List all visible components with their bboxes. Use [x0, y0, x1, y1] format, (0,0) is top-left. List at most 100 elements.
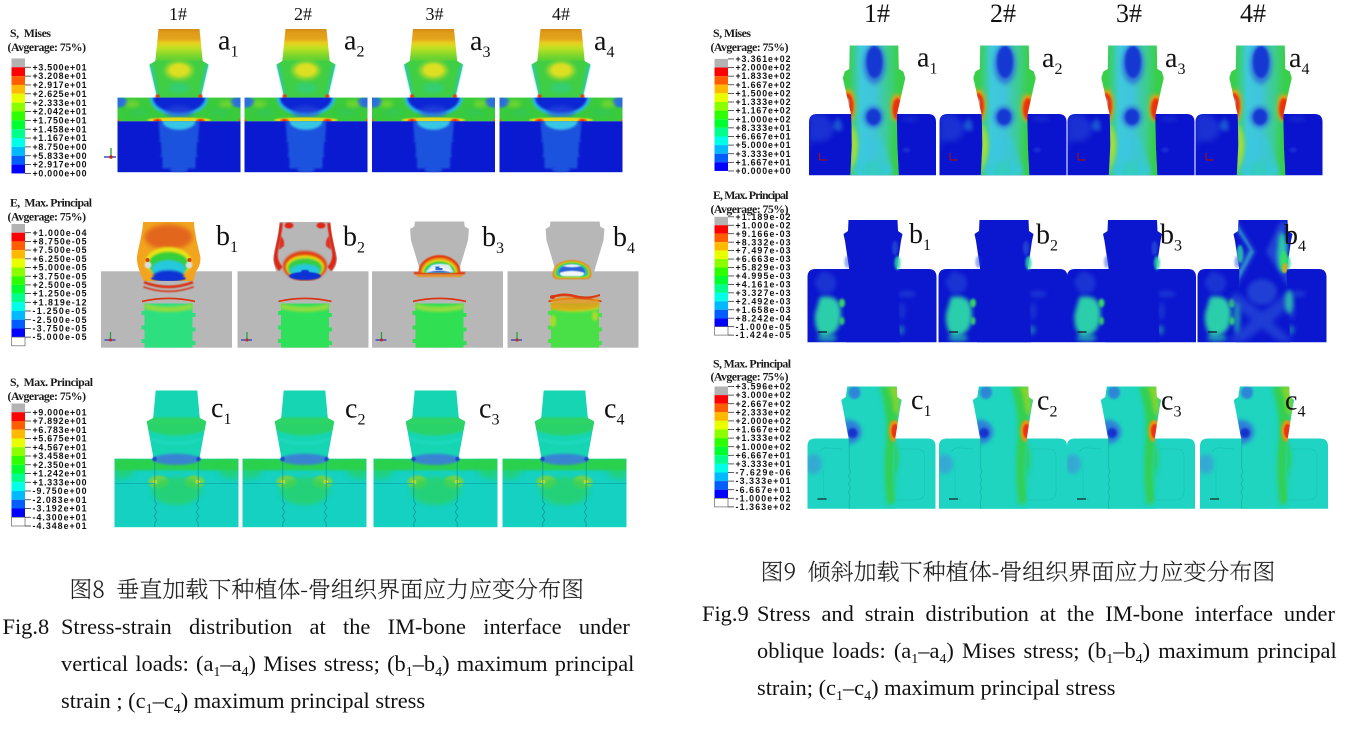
svg-text:a3: a3 — [470, 26, 490, 61]
svg-text:a2: a2 — [1042, 43, 1062, 78]
svg-text:+8.750e-05: +8.750e-05 — [33, 237, 87, 247]
svg-text:+1.167e+01: +1.167e+01 — [33, 133, 87, 143]
svg-text:+7.892e+01: +7.892e+01 — [33, 416, 87, 426]
svg-text:+3.500e+01: +3.500e+01 — [33, 62, 87, 72]
svg-text:c4: c4 — [1285, 386, 1305, 421]
svg-text:a4: a4 — [1289, 43, 1309, 78]
svg-text:+3.000e+02: +3.000e+02 — [736, 390, 791, 400]
svg-text:+1.819e-12: +1.819e-12 — [33, 297, 87, 307]
svg-text:S, Mises: S, Mises — [713, 26, 751, 40]
svg-text:b1: b1 — [216, 221, 238, 256]
svg-text:+8.333e+01: +8.333e+01 — [736, 123, 791, 133]
svg-text:-9.750e+00: -9.750e+00 — [33, 486, 87, 496]
svg-text:+3.361e+02: +3.361e+02 — [736, 54, 791, 64]
svg-text:4#: 4# — [1240, 0, 1266, 28]
svg-text:+1.458e+01: +1.458e+01 — [33, 124, 87, 134]
svg-text:-4.300e+01: -4.300e+01 — [33, 512, 87, 522]
svg-text:+1.833e+02: +1.833e+02 — [736, 71, 791, 81]
svg-text:+2.333e+01: +2.333e+01 — [33, 98, 87, 108]
svg-text:+5.000e+01: +5.000e+01 — [736, 140, 791, 150]
svg-text:a2: a2 — [344, 26, 364, 61]
svg-text:-5.000e-05: -5.000e-05 — [33, 332, 87, 342]
svg-text:c1: c1 — [911, 385, 931, 420]
svg-text:+1.000e-04: +1.000e-04 — [33, 228, 87, 238]
svg-text:+6.663e-03: +6.663e-03 — [736, 254, 791, 264]
svg-text:+2.917e+01: +2.917e+01 — [33, 80, 87, 90]
svg-text:+2.492e-03: +2.492e-03 — [736, 296, 791, 306]
svg-text:+4.567e+01: +4.567e+01 — [33, 442, 87, 452]
svg-text:+2.350e+01: +2.350e+01 — [33, 460, 87, 470]
svg-text:(Avgerage: 75%): (Avgerage: 75%) — [711, 369, 789, 383]
svg-text:E, Max. Principal: E, Max. Principal — [10, 196, 93, 210]
svg-text:+1.189e-02: +1.189e-02 — [736, 212, 791, 222]
svg-text:-7.629e-06: -7.629e-06 — [736, 468, 791, 478]
svg-text:(Avgerage: 75%): (Avgerage: 75%) — [8, 210, 87, 224]
svg-text:+1.250e-05: +1.250e-05 — [33, 289, 87, 299]
svg-text:+0.000e+00: +0.000e+00 — [33, 169, 87, 179]
svg-text:+3.208e+01: +3.208e+01 — [33, 71, 87, 81]
svg-text:+2.667e+02: +2.667e+02 — [736, 399, 791, 409]
svg-text:+1.000e+02: +1.000e+02 — [736, 442, 791, 452]
svg-text:+2.625e+01: +2.625e+01 — [33, 89, 87, 99]
svg-text:+7.500e-05: +7.500e-05 — [33, 245, 87, 255]
svg-text:+6.783e+01: +6.783e+01 — [33, 425, 87, 435]
svg-text:-2.500e-05: -2.500e-05 — [33, 315, 87, 325]
svg-text:+0.000e+00: +0.000e+00 — [736, 166, 791, 176]
svg-text:+1.667e+02: +1.667e+02 — [736, 425, 791, 435]
svg-text:-1.250e-05: -1.250e-05 — [33, 306, 87, 316]
svg-text:+3.327e-03: +3.327e-03 — [736, 288, 791, 298]
svg-text:+5.833e+00: +5.833e+00 — [33, 151, 87, 161]
svg-text:c3: c3 — [479, 394, 499, 429]
svg-text:+7.497e-03: +7.497e-03 — [736, 246, 791, 256]
svg-text:+1.000e+02: +1.000e+02 — [736, 114, 791, 124]
svg-text:+2.917e+00: +2.917e+00 — [33, 160, 87, 170]
svg-text:-4.348e+01: -4.348e+01 — [33, 521, 87, 531]
svg-text:c4: c4 — [604, 394, 624, 429]
svg-text:-6.667e+01: -6.667e+01 — [736, 485, 791, 495]
svg-text:+8.750e+00: +8.750e+00 — [33, 142, 87, 152]
svg-text:+6.250e-05: +6.250e-05 — [33, 254, 87, 264]
svg-text:2#: 2# — [990, 0, 1016, 28]
svg-text:S, Max. Principal: S, Max. Principal — [10, 375, 94, 389]
svg-text:2#: 2# — [294, 4, 312, 24]
svg-text:+1.500e+02: +1.500e+02 — [736, 88, 791, 98]
svg-text:+4.161e-03: +4.161e-03 — [736, 280, 791, 290]
svg-text:+1.667e+02: +1.667e+02 — [736, 80, 791, 90]
svg-text:+2.500e-05: +2.500e-05 — [33, 280, 87, 290]
svg-text:-3.192e+01: -3.192e+01 — [33, 504, 87, 514]
svg-text:-1.000e-05: -1.000e-05 — [736, 322, 791, 332]
svg-text:c3: c3 — [1161, 386, 1181, 421]
svg-text:-3.750e-05: -3.750e-05 — [33, 324, 87, 334]
svg-text:(Avgerage: 75%): (Avgerage: 75%) — [711, 202, 789, 216]
svg-text:S, Mises: S, Mises — [10, 26, 51, 40]
svg-text:1#: 1# — [864, 0, 890, 28]
svg-text:S, Max. Principal: S, Max. Principal — [713, 357, 792, 371]
svg-text:-1.000e+02: -1.000e+02 — [736, 493, 791, 503]
svg-text:+1.333e+02: +1.333e+02 — [736, 97, 791, 107]
svg-text:+3.596e+02: +3.596e+02 — [736, 382, 791, 392]
svg-text:+5.829e-03: +5.829e-03 — [736, 263, 791, 273]
svg-text:+2.042e+01: +2.042e+01 — [33, 107, 87, 117]
svg-text:b3: b3 — [1160, 220, 1182, 255]
svg-text:-1.363e+02: -1.363e+02 — [736, 502, 791, 512]
svg-text:+8.242e-04: +8.242e-04 — [736, 313, 791, 323]
svg-text:+1.000e-02: +1.000e-02 — [736, 220, 791, 230]
svg-text:+2.000e+02: +2.000e+02 — [736, 416, 791, 426]
svg-text:+9.000e+01: +9.000e+01 — [33, 407, 87, 417]
svg-text:+4.995e-03: +4.995e-03 — [736, 271, 791, 281]
svg-text:+6.667e+01: +6.667e+01 — [736, 132, 791, 142]
svg-text:b4: b4 — [1284, 220, 1306, 255]
svg-text:+3.333e+01: +3.333e+01 — [736, 149, 791, 159]
svg-text:c2: c2 — [1037, 386, 1057, 421]
svg-text:+1.667e+01: +1.667e+01 — [736, 157, 791, 167]
svg-text:+3.458e+01: +3.458e+01 — [33, 451, 87, 461]
svg-text:+1.333e+02: +1.333e+02 — [736, 433, 791, 443]
svg-text:+1.242e+01: +1.242e+01 — [33, 469, 87, 479]
svg-text:4#: 4# — [552, 4, 570, 24]
svg-text:E, Max. Principal: E, Max. Principal — [713, 188, 789, 202]
svg-text:(Avgerage: 75%): (Avgerage: 75%) — [8, 389, 87, 403]
svg-text:+3.750e-05: +3.750e-05 — [33, 271, 87, 281]
svg-text:c2: c2 — [345, 394, 365, 429]
svg-text:3#: 3# — [426, 4, 444, 24]
svg-text:+3.333e+01: +3.333e+01 — [736, 459, 791, 469]
